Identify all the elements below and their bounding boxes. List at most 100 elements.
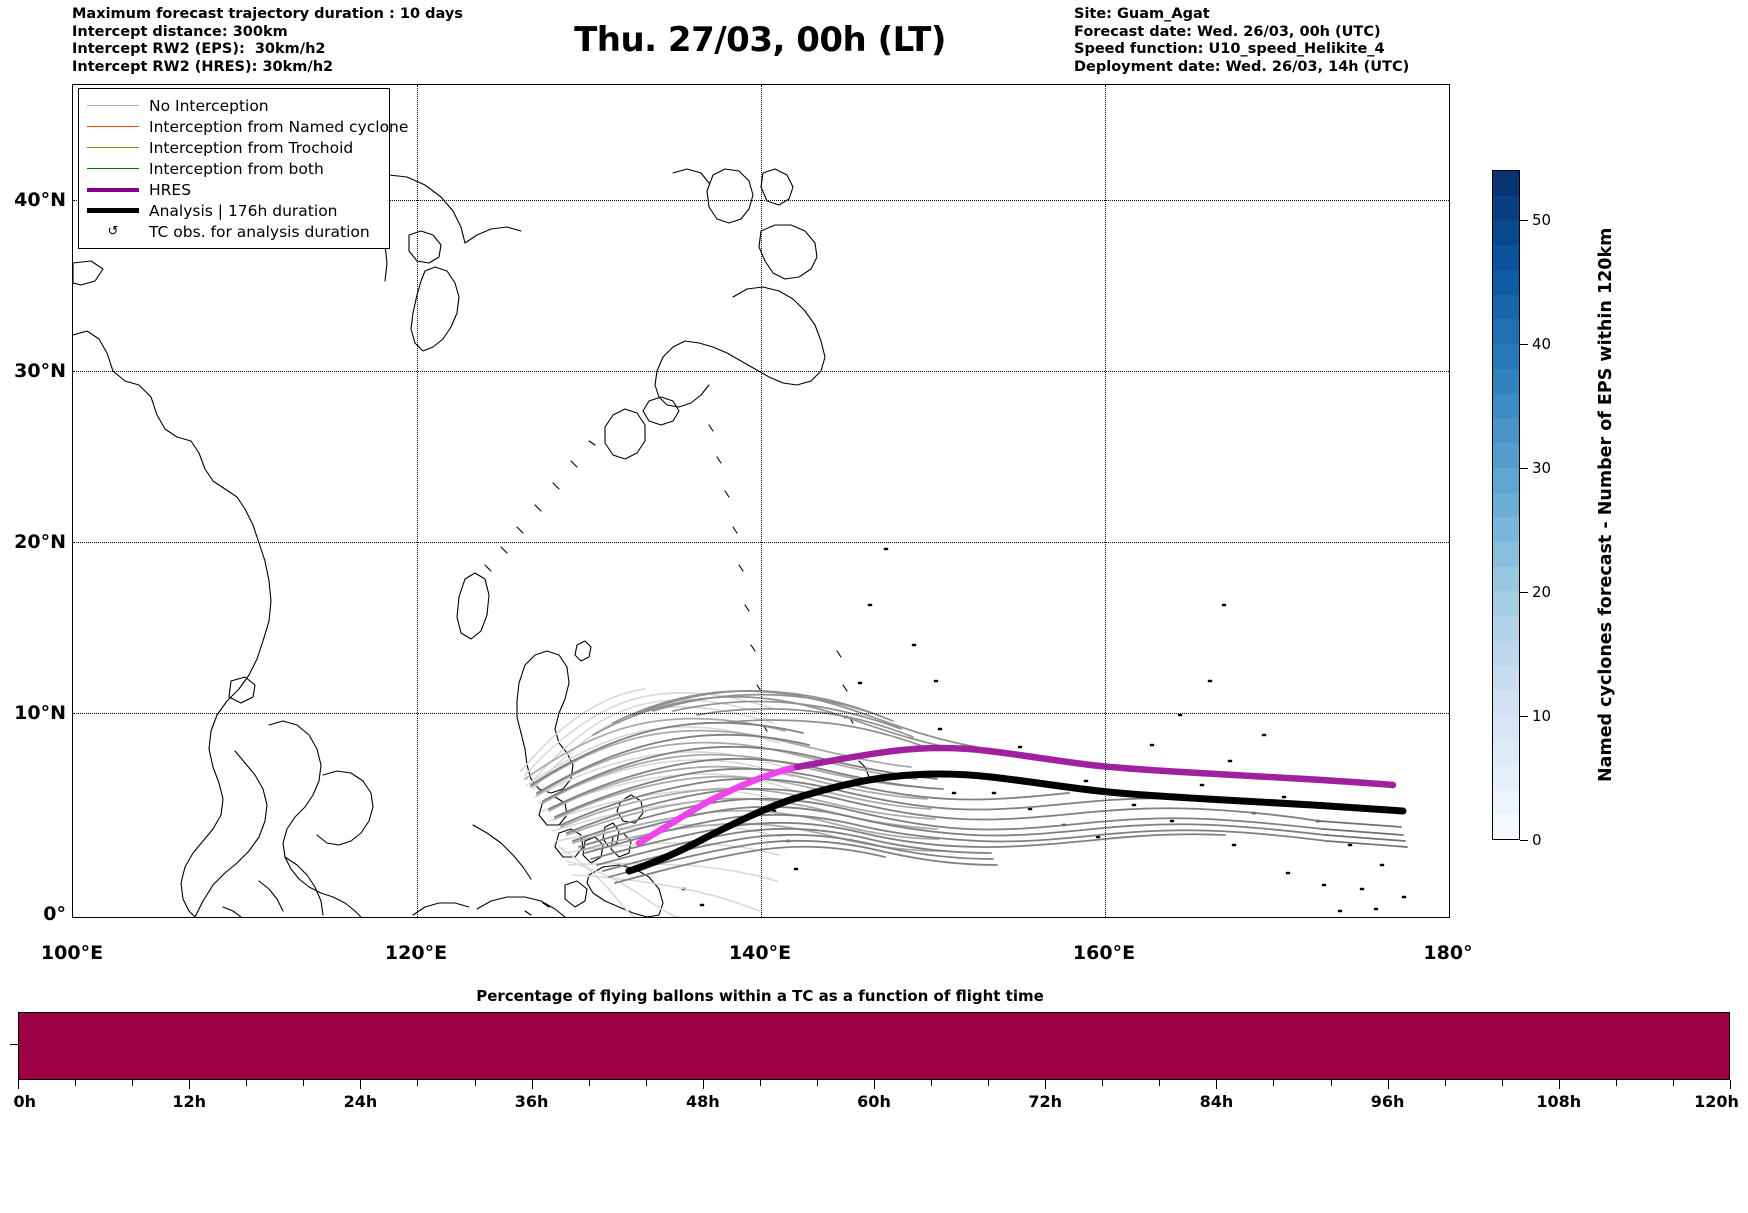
percentage-bar[interactable] <box>18 1012 1730 1080</box>
colorbar-tick-label: 50 <box>1532 210 1552 229</box>
pct-axis-minor-tick <box>1615 1080 1617 1086</box>
pct-axis-label: 60h <box>857 1092 891 1111</box>
lat-tick-30N: 30°N <box>14 360 66 382</box>
colorbar-segment <box>1493 368 1519 394</box>
colorbar-segment <box>1493 566 1519 592</box>
percentage-bar-fill <box>19 1013 1729 1079</box>
colorbar-segment <box>1493 220 1519 246</box>
legend-item-hres[interactable]: HRES <box>87 179 381 200</box>
colorbar-segment <box>1493 789 1519 815</box>
colorbar-segment <box>1493 319 1519 345</box>
pct-axis-minor-tick <box>1672 1080 1674 1086</box>
colorbar-tick-label: 30 <box>1532 458 1552 477</box>
legend-label: TC obs. for analysis duration <box>149 222 370 241</box>
colorbar-segment <box>1493 492 1519 518</box>
pct-axis-label: 96h <box>1370 1092 1405 1111</box>
legend-item-both[interactable]: Interception from both <box>87 158 381 179</box>
header-right-metadata: Site: Guam_Agat Forecast date: Wed. 26/0… <box>1074 6 1410 75</box>
pct-axis-label: 108h <box>1536 1092 1582 1111</box>
header-left-parameters: Maximum forecast trajectory duration : 1… <box>72 6 463 75</box>
pct-axis-label: 0h <box>13 1092 37 1111</box>
pct-axis-minor-tick <box>931 1080 933 1086</box>
lat-tick-10N: 10°N <box>14 702 66 724</box>
pct-axis-minor-tick <box>246 1080 248 1086</box>
legend-label: HRES <box>149 180 192 199</box>
pct-axis-minor-tick <box>645 1080 647 1086</box>
pct-axis-minor-tick <box>1102 1080 1104 1086</box>
lon-tick-160E: 160°E <box>1072 942 1136 964</box>
colorbar-segment <box>1493 467 1519 493</box>
legend-label: No Interception <box>149 96 269 115</box>
colorbar-segment <box>1493 764 1519 790</box>
legend-item-analysis[interactable]: Analysis | 176h duration <box>87 200 381 221</box>
colorbar-segment <box>1493 814 1519 839</box>
colorbar-tick <box>1520 591 1528 593</box>
pct-axis-major-tick <box>1387 1080 1389 1089</box>
page-title: Thu. 27/03, 00h (LT) <box>574 20 946 60</box>
colorbar-segment <box>1493 294 1519 320</box>
pct-axis-major-tick <box>531 1080 533 1089</box>
pct-axis-minor-tick <box>303 1080 305 1086</box>
pct-axis-label: 72h <box>1028 1092 1063 1111</box>
colorbar-tick <box>1520 467 1528 469</box>
pct-axis-major-tick <box>1558 1080 1560 1089</box>
legend-label: Interception from Named cyclone <box>149 117 409 136</box>
colorbar-segment <box>1493 443 1519 468</box>
colorbar-segment <box>1493 591 1519 617</box>
pct-axis-minor-tick <box>588 1080 590 1086</box>
colorbar-tick-label: 20 <box>1532 582 1552 601</box>
pct-axis-minor-tick <box>75 1080 77 1086</box>
legend-line-swatch-olive <box>87 147 139 148</box>
colorbar-segment <box>1493 344 1519 369</box>
lon-tick-140E: 140°E <box>728 942 792 964</box>
colorbar-tick-label: 10 <box>1532 706 1552 725</box>
pct-axis-label: 120h <box>1694 1092 1739 1111</box>
colorbar-segment <box>1493 715 1519 740</box>
pct-axis-minor-tick <box>759 1080 761 1086</box>
colorbar-segment <box>1493 542 1519 567</box>
pct-axis-label: 24h <box>343 1092 378 1111</box>
pct-axis-minor-tick <box>1330 1080 1332 1086</box>
legend-label: Interception from both <box>149 159 324 178</box>
percentage-bar-ytick <box>10 1044 19 1045</box>
gridline-lon-120 <box>417 85 418 917</box>
percentage-bar-axis: 0h 12h 24h 36h 48h 60h 72h 84h 96h 108h 120h <box>13 1080 1739 1111</box>
pct-axis-major-tick <box>702 1080 704 1089</box>
gridline-lon-140 <box>761 85 762 917</box>
legend-label: Interception from Trochoid <box>149 138 354 157</box>
colorbar[interactable] <box>1492 170 1520 840</box>
lon-tick-120E: 120°E <box>384 942 448 964</box>
colorbar-tick-label: 0 <box>1532 831 1542 849</box>
pct-axis-major-tick <box>874 1080 875 1089</box>
lat-tick-20N: 20°N <box>14 531 66 553</box>
pct-axis-minor-tick <box>132 1080 134 1086</box>
colorbar-segment <box>1493 690 1519 716</box>
pct-axis-label: 48h <box>685 1092 720 1111</box>
legend-line-swatch-black <box>87 208 139 213</box>
pct-axis-minor-tick <box>1444 1080 1446 1086</box>
colorbar-tick <box>1520 715 1528 717</box>
legend-item-no-interception[interactable]: No Interception <box>87 95 381 116</box>
pct-axis-minor-tick <box>474 1080 476 1086</box>
gridline-lon-160 <box>1105 85 1106 917</box>
hres-track-late <box>793 744 1397 789</box>
analysis-track <box>625 770 1407 875</box>
pct-axis-major-tick <box>360 1080 362 1089</box>
colorbar-segment <box>1493 517 1519 543</box>
colorbar-tick <box>1520 219 1528 221</box>
legend-item-trochoid[interactable]: Interception from Trochoid <box>87 137 381 158</box>
map-coastlines <box>73 168 1408 917</box>
pct-axis-label: 36h <box>514 1092 549 1111</box>
pct-axis-minor-tick <box>1159 1080 1161 1086</box>
legend-item-tc-obs[interactable]: ↺ TC obs. for analysis duration <box>87 221 381 242</box>
tc-obs-rotation-icon: ↺ <box>107 224 119 239</box>
legend-item-named-cyclone[interactable]: Interception from Named cyclone <box>87 116 408 137</box>
colorbar-segment <box>1493 171 1519 196</box>
colorbar-segment <box>1493 195 1519 221</box>
lat-tick-0: 0° <box>43 903 66 925</box>
pct-axis-minor-tick <box>988 1080 990 1086</box>
lon-tick-100E: 100°E <box>40 942 104 964</box>
colorbar-tick <box>1520 343 1528 345</box>
colorbar-title: Named cyclones forecast - Number of EPS … <box>1596 227 1616 783</box>
legend-line-swatch-gray <box>87 105 139 106</box>
